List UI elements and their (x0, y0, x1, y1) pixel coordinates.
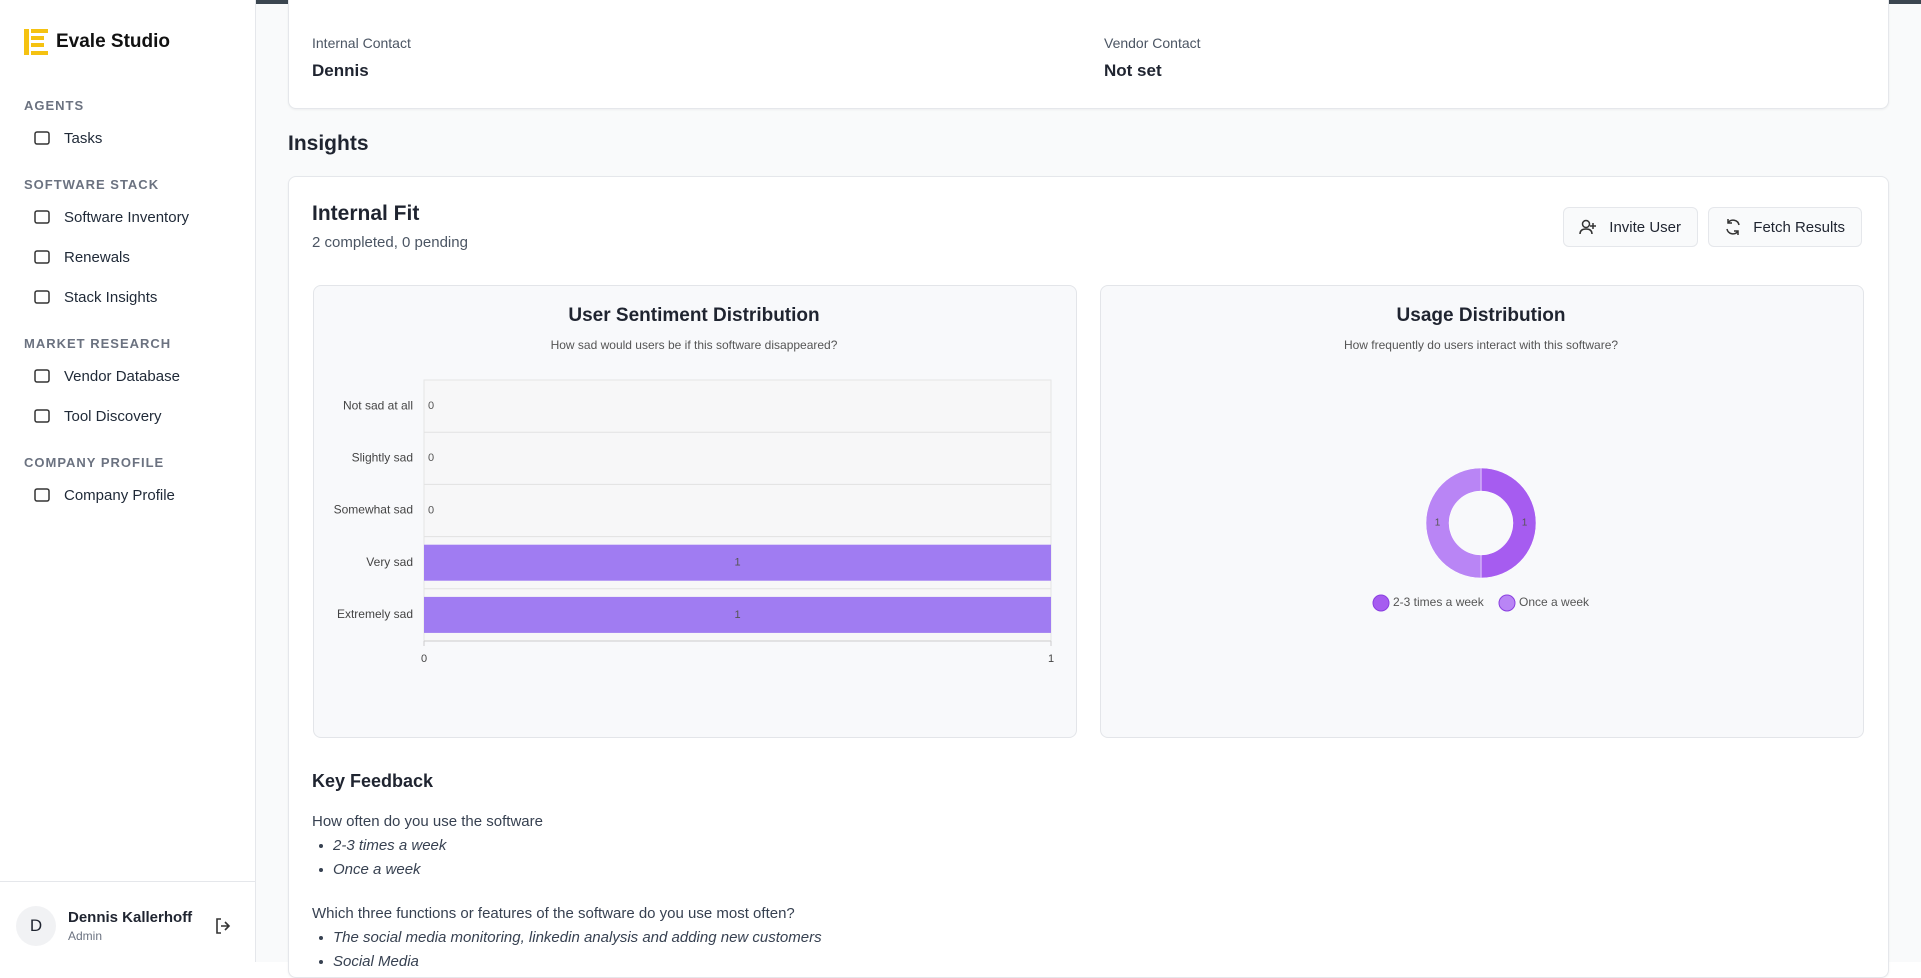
nav-icon (34, 210, 50, 224)
contact-label: Vendor Contact (1104, 35, 1201, 51)
nav-item[interactable]: Renewals (64, 249, 130, 266)
nav-item[interactable]: Vendor Database (64, 368, 180, 385)
bullet (319, 936, 323, 940)
nav-item[interactable]: Tasks (64, 130, 103, 147)
y-tick-label: Extremely sad (337, 607, 413, 621)
y-tick-label: Slightly sad (352, 450, 413, 464)
brand-name: Evale Studio (56, 31, 171, 52)
bullet (319, 844, 323, 848)
refresh-icon (1726, 219, 1740, 235)
section-label: COMPANY PROFILE (24, 455, 165, 470)
chart-subtitle: How frequently do users interact with th… (1344, 338, 1618, 352)
legend-label: Once a week (1519, 595, 1590, 609)
nav-icon (34, 131, 50, 145)
legend-swatch (1498, 594, 1516, 612)
section-label: SOFTWARE STACK (24, 177, 160, 192)
fetch-button[interactable]: Fetch Results (1708, 207, 1862, 247)
logout-icon[interactable] (214, 917, 232, 935)
legend-swatch (1372, 594, 1390, 612)
nav-icon (34, 409, 50, 423)
divider (0, 881, 255, 882)
bar (424, 544, 1051, 581)
nav-item[interactable]: Company Profile (64, 487, 175, 504)
user-role: Admin (68, 929, 103, 943)
nav-icon (34, 250, 50, 264)
bullet (319, 868, 323, 872)
data-label: 1 (734, 609, 740, 621)
donut-slice (1425, 467, 1482, 579)
donut-slice (1480, 467, 1537, 579)
section-label: AGENTS (24, 98, 85, 113)
sidebar: Evale Studio AGENTS Tasks SOFTWARE STACK So… (0, 0, 256, 962)
chart-subtitle: How sad would users be if this software … (551, 338, 838, 352)
y-tick-label: Somewhat sad (334, 503, 413, 517)
button-label: Invite User (1609, 218, 1681, 236)
contact-value: Not set (1104, 61, 1162, 80)
user-plus-icon (1579, 219, 1596, 235)
data-label: 0 (428, 400, 434, 412)
answer: The social media monitoring, linkedin an… (333, 929, 822, 946)
data-label: 1 (1522, 518, 1528, 529)
data-label: 0 (428, 452, 434, 464)
avatar: D (16, 906, 56, 946)
feedback-title: Key Feedback (312, 771, 434, 791)
nav-icon (34, 488, 50, 502)
y-tick-label: Not sad at all (343, 398, 413, 412)
contact-value: Dennis (312, 61, 369, 80)
nav-item[interactable]: Stack Insights (64, 289, 158, 306)
contact-card (288, 0, 1889, 109)
chart-title: Usage Distribution (1397, 305, 1566, 326)
data-label: 1 (1435, 518, 1441, 529)
x-tick-label: 0 (421, 653, 427, 665)
answer: Once a week (333, 861, 421, 878)
card-subtitle: 2 completed, 0 pending (312, 234, 468, 251)
chart-title: User Sentiment Distribution (568, 305, 819, 326)
bar (424, 596, 1051, 633)
nav-item[interactable]: Tool Discovery (64, 408, 162, 425)
button-label: Fetch Results (1753, 218, 1845, 236)
y-tick-label: Very sad (366, 555, 413, 569)
nav-icon (34, 369, 50, 383)
section-heading: Insights (288, 132, 369, 155)
user-name: Dennis Kallerhoff (68, 909, 193, 926)
contact-label: Internal Contact (312, 35, 411, 51)
data-label: 0 (428, 504, 434, 516)
brand-logo (24, 29, 48, 55)
nav-icon (34, 290, 50, 304)
card-title: Internal Fit (312, 202, 420, 225)
legend-label: 2-3 times a week (1393, 595, 1485, 609)
chart-card (1100, 285, 1864, 738)
question: How often do you use the software (312, 813, 543, 830)
bullet (319, 960, 323, 964)
section-label: MARKET RESEARCH (24, 336, 172, 351)
x-tick-label: 1 (1048, 653, 1054, 665)
data-label: 1 (734, 557, 740, 569)
answer: 2-3 times a week (333, 837, 447, 854)
nav-item[interactable]: Software Inventory (64, 209, 190, 226)
question: Which three functions or features of the… (312, 905, 795, 922)
